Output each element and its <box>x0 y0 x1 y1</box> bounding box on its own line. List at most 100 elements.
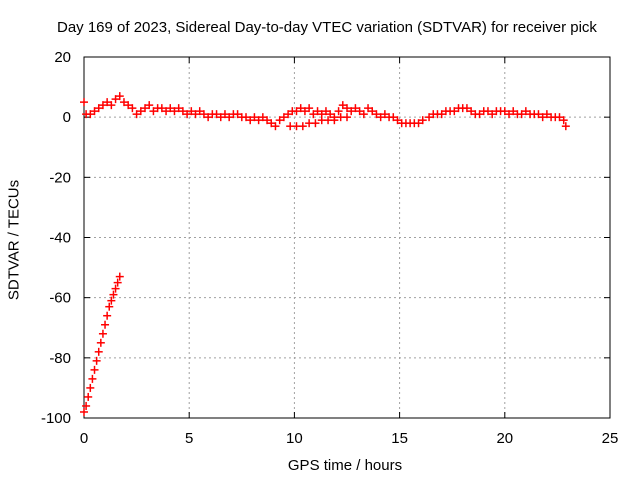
y-tick-label: -80 <box>49 350 71 367</box>
data-point <box>414 119 423 128</box>
data-point <box>96 338 105 347</box>
x-tick-label: 20 <box>496 430 513 447</box>
data-point <box>80 407 88 416</box>
data-point <box>321 107 330 116</box>
data-point <box>233 110 242 119</box>
x-tick-label: 15 <box>391 430 408 447</box>
data-point <box>82 401 91 410</box>
data-point <box>98 329 107 338</box>
data-point <box>166 104 175 113</box>
data-point <box>80 98 88 107</box>
data-point <box>483 107 492 116</box>
data-point <box>359 110 368 119</box>
data-point <box>191 110 200 119</box>
data-point <box>183 110 192 119</box>
data-point <box>107 101 116 110</box>
data-point <box>462 104 471 113</box>
data-point <box>92 356 101 365</box>
data-point <box>88 374 97 383</box>
data-point <box>199 110 208 119</box>
data-point <box>195 107 204 116</box>
data-point <box>187 107 196 116</box>
data-point <box>343 113 351 122</box>
x-tick-label: 25 <box>602 430 619 447</box>
data-point <box>376 113 385 122</box>
data-point <box>204 113 213 122</box>
data-point <box>313 107 322 116</box>
data-point <box>103 98 112 107</box>
data-point <box>170 107 179 116</box>
data-point <box>380 110 389 119</box>
data-point <box>311 119 320 128</box>
data-point <box>284 110 293 119</box>
data-point <box>258 113 267 122</box>
y-tick-label: -60 <box>49 290 71 307</box>
x-tick-label: 5 <box>185 430 193 447</box>
data-point <box>450 107 459 116</box>
data-point <box>330 116 339 125</box>
data-point <box>305 104 314 113</box>
data-point <box>298 122 307 131</box>
data-point <box>101 320 110 329</box>
data-point <box>157 104 166 113</box>
data-point <box>517 110 526 119</box>
data-point <box>364 104 373 113</box>
data-point <box>538 113 547 122</box>
data-point <box>113 278 122 287</box>
data-point <box>98 101 107 110</box>
data-point <box>86 110 95 119</box>
data-point <box>115 272 124 281</box>
data-point <box>86 383 95 392</box>
grid-lines <box>84 57 610 418</box>
data-point <box>343 104 351 113</box>
data-point <box>242 113 251 122</box>
data-point <box>212 110 221 119</box>
data-point <box>267 119 276 128</box>
data-point <box>263 116 272 125</box>
data-point <box>271 122 280 131</box>
data-point <box>296 104 305 113</box>
chart-title: Day 169 of 2023, Sidereal Day-to-day VTE… <box>57 19 597 36</box>
data-point <box>534 110 543 119</box>
data-point <box>488 110 497 119</box>
data-point <box>542 110 551 119</box>
data-point <box>418 116 427 125</box>
data-point <box>505 110 514 119</box>
data-point <box>475 110 484 119</box>
plot-border <box>83 56 611 419</box>
data-point <box>347 107 356 116</box>
data-point <box>90 365 99 374</box>
data-point <box>246 116 255 125</box>
data-point <box>338 101 347 110</box>
y-tick-label: 20 <box>54 49 71 66</box>
tick-labels: 0 5 10 15 20 25 -100 -80 -60 -40 -20 0 20 <box>41 49 618 447</box>
x-tick-label: 0 <box>80 430 88 447</box>
y-tick-label: 0 <box>63 109 71 126</box>
data-point <box>136 107 145 116</box>
data-point <box>292 107 301 116</box>
y-tick-label: -20 <box>49 169 71 186</box>
data-point <box>90 107 99 116</box>
data-point <box>368 107 377 116</box>
data-point <box>279 113 288 122</box>
axes <box>83 56 611 419</box>
data-point <box>149 107 158 116</box>
data-point <box>162 107 171 116</box>
data-point <box>115 92 124 101</box>
x-axis-label: GPS time / hours <box>287 457 403 474</box>
data-point <box>372 110 381 119</box>
data-point <box>389 113 398 122</box>
data-point <box>103 311 112 320</box>
data-point <box>174 104 183 113</box>
data-point <box>561 122 570 131</box>
data-point <box>309 110 318 119</box>
y-tick-label: -40 <box>49 230 71 247</box>
data-point <box>220 110 229 119</box>
data-point <box>559 116 568 125</box>
data-point <box>393 116 402 125</box>
data-point <box>334 107 343 116</box>
data-point <box>250 113 259 122</box>
data-point <box>105 302 114 311</box>
data-point <box>509 107 518 116</box>
